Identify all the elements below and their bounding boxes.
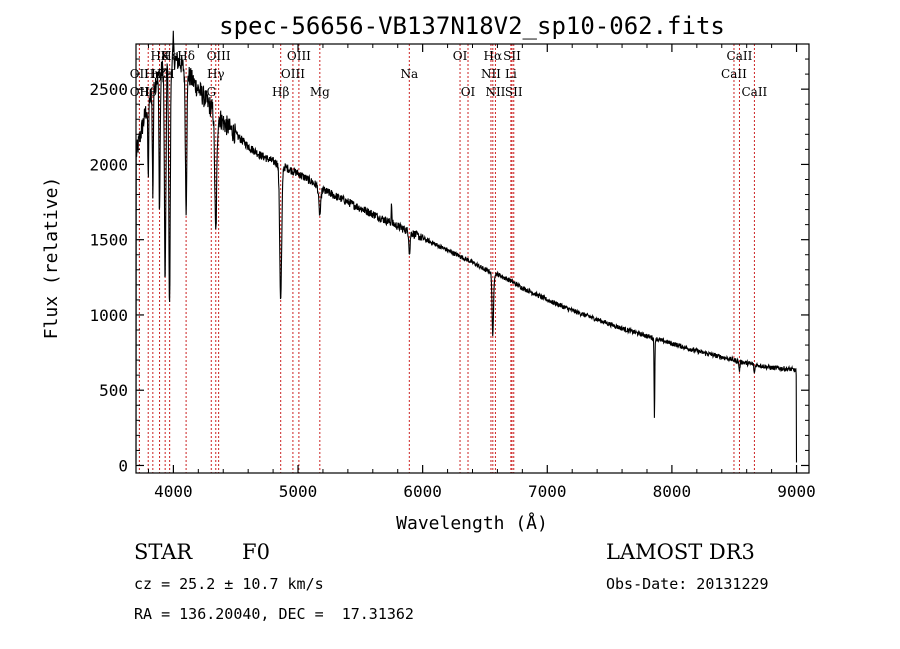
spectral-line-label: Hθ — [139, 85, 157, 99]
x-tick-label: 6000 — [403, 482, 442, 501]
y-tick-label: 1000 — [89, 306, 128, 325]
spectral-line-label: Li — [505, 67, 517, 81]
spectral-line-label: CaII — [727, 49, 753, 63]
spectral-line-label: Mg — [310, 85, 330, 99]
spectral-line-label: SII — [505, 85, 523, 99]
spectral-line-label: OIII — [281, 67, 305, 81]
y-tick-label: 1500 — [89, 231, 128, 250]
spectral-line-label: NII — [481, 67, 501, 81]
spectral-line-label: CaII — [741, 85, 767, 99]
x-tick-label: 9000 — [777, 482, 816, 501]
spectral-line-label: Hβ — [272, 85, 289, 99]
spectral-line-label: K — [161, 49, 171, 63]
spectral-line-label: OI — [453, 49, 468, 63]
coordinates: RA = 136.20040, DEC = 17.31362 — [134, 605, 414, 623]
axes: 4000 5000 6000 7000 8000 9000 0 500 1000 1500 2000… — [89, 44, 816, 501]
y-tick-label: 2500 — [89, 80, 128, 99]
spectral-line-label: Hα — [484, 49, 503, 63]
spectrum-line — [135, 30, 798, 465]
y-axis-label: Flux (relative) — [41, 177, 62, 340]
spectral-line-label: CaII — [721, 67, 747, 81]
x-axis-label: Wavelength (Å) — [396, 512, 548, 534]
x-tick-label: 5000 — [279, 482, 318, 501]
plot-frame — [135, 43, 810, 474]
chart-title: spec-56656-VB137N18V2_sp10-062.fits — [219, 12, 725, 40]
survey-name: LAMOST DR3 — [606, 540, 755, 564]
y-tick-label: 500 — [99, 381, 128, 400]
spectral-line-label: OI — [461, 85, 476, 99]
spectral-line-label: H8 — [151, 49, 169, 63]
spectral-line-label: OIII — [287, 49, 311, 63]
spectral-line-label: Hγ — [207, 67, 225, 81]
spectral-line-label: H — [164, 67, 174, 81]
spectral-subclass: F0 — [242, 540, 270, 564]
object-class: STAR — [134, 540, 193, 564]
spectral-line-label: OIII — [207, 49, 231, 63]
y-tick-label: 0 — [118, 456, 128, 475]
redshift-readout: cz = 25.2 ± 10.7 km/s — [134, 575, 324, 593]
y-tick-label: 2000 — [89, 155, 128, 174]
spectral-line-label: SII — [503, 49, 521, 63]
obs-date: Obs-Date: 20131229 — [606, 575, 769, 593]
spectral-line-label: Na — [400, 67, 418, 81]
spectral-line-label: Hζ — [151, 67, 168, 81]
spectral-line-label: OII — [130, 85, 150, 99]
spectral-line-markers — [138, 44, 755, 473]
x-tick-label: 4000 — [154, 482, 193, 501]
spectral-line-label: G — [206, 85, 216, 99]
x-tick-label: 8000 — [653, 482, 692, 501]
spectral-line-label: NII — [485, 85, 505, 99]
x-tick-label: 7000 — [528, 482, 567, 501]
